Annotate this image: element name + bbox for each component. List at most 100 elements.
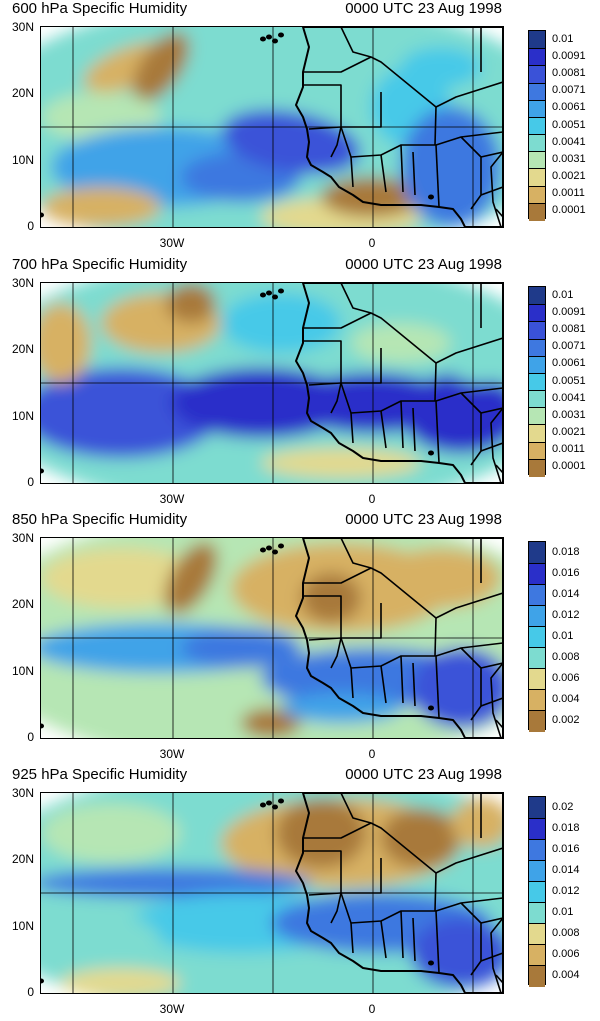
country-border bbox=[495, 208, 503, 218]
country-border bbox=[330, 382, 342, 414]
colorbar-swatch bbox=[529, 441, 545, 460]
colorbar-label: 0.0031 bbox=[552, 408, 586, 421]
colorbar-label: 0.018 bbox=[552, 821, 580, 834]
country-border bbox=[400, 144, 404, 193]
humidity-field-region bbox=[164, 541, 218, 615]
coastline bbox=[295, 283, 503, 483]
panel-title: 925 hPa Specific Humidity bbox=[12, 766, 188, 783]
colorbar-label: 0.0051 bbox=[552, 374, 586, 387]
panel-title: 850 hPa Specific Humidity bbox=[12, 511, 188, 528]
colorbar-label: 0.0071 bbox=[552, 340, 586, 353]
colorbar-swatch bbox=[529, 689, 545, 711]
humidity-map bbox=[40, 282, 504, 484]
colorbar-label: 0.018 bbox=[552, 545, 580, 558]
panel-850hpa: 850 hPa Specific Humidity 0000 UTC 23 Au… bbox=[0, 511, 600, 766]
colorbar-label: 0.004 bbox=[552, 692, 580, 705]
humidity-field-region bbox=[166, 283, 216, 323]
island bbox=[41, 468, 44, 474]
colorbar-label: 0.0081 bbox=[552, 322, 586, 335]
colorbar-swatch bbox=[529, 338, 545, 357]
colorbar-swatch bbox=[529, 424, 545, 443]
colorbar-swatch bbox=[529, 965, 545, 987]
colorbar bbox=[528, 30, 546, 221]
country-border bbox=[303, 567, 372, 584]
island bbox=[272, 549, 278, 555]
x-tick-0: 0 bbox=[368, 492, 376, 506]
humidity-field-region bbox=[351, 323, 451, 363]
humidity-field-region bbox=[441, 323, 503, 383]
panel-time: 0000 UTC 23 Aug 1998 bbox=[345, 766, 502, 783]
country-border bbox=[480, 407, 503, 414]
panel-time: 0000 UTC 23 Aug 1998 bbox=[345, 511, 502, 528]
humidity-field-region bbox=[132, 32, 190, 102]
island bbox=[41, 212, 44, 218]
country-border bbox=[380, 665, 387, 704]
y-tick-30n: 30N bbox=[11, 786, 34, 800]
map-canvas bbox=[41, 283, 503, 483]
y-tick-0: 0 bbox=[27, 985, 34, 999]
colorbar-label: 0.002 bbox=[552, 713, 580, 726]
colorbar-swatch bbox=[529, 31, 545, 50]
y-tick-0: 0 bbox=[27, 730, 34, 744]
colorbar-swatch bbox=[529, 542, 545, 564]
country-border bbox=[400, 910, 404, 959]
coastline bbox=[295, 793, 503, 993]
colorbar-swatch bbox=[529, 185, 545, 204]
humidity-field-region bbox=[241, 708, 301, 738]
country-border bbox=[460, 902, 482, 976]
colorbar-label: 0.006 bbox=[552, 947, 580, 960]
humidity-map bbox=[40, 537, 504, 739]
colorbar-label: 0.008 bbox=[552, 926, 580, 939]
colorbar-swatch bbox=[529, 668, 545, 690]
humidity-field-region bbox=[41, 913, 161, 973]
country-border bbox=[460, 647, 482, 721]
colorbar-label: 0.0091 bbox=[552, 49, 586, 62]
x-tick-0: 0 bbox=[368, 1002, 376, 1016]
country-border bbox=[434, 872, 437, 912]
country-border bbox=[380, 920, 387, 959]
panel-title: 700 hPa Specific Humidity bbox=[12, 256, 188, 273]
country-border bbox=[460, 136, 482, 210]
country-border bbox=[434, 362, 437, 402]
country-border bbox=[308, 382, 503, 414]
y-tick-10n: 10N bbox=[11, 409, 34, 423]
colorbar-label: 0.0051 bbox=[552, 118, 586, 131]
colorbar-label: 0.014 bbox=[552, 863, 580, 876]
island bbox=[260, 547, 266, 553]
country-border bbox=[308, 126, 503, 158]
colorbar-label: 0.0011 bbox=[552, 187, 585, 200]
y-tick-20n: 20N bbox=[11, 342, 34, 356]
country-border bbox=[480, 662, 503, 669]
panel-925hpa: 925 hPa Specific Humidity 0000 UTC 23 Au… bbox=[0, 766, 600, 1021]
colorbar-swatch bbox=[529, 902, 545, 924]
country-border bbox=[434, 106, 437, 146]
island bbox=[428, 705, 434, 711]
humidity-field-region bbox=[411, 918, 503, 988]
y-tick-10n: 10N bbox=[11, 153, 34, 167]
country-border bbox=[460, 392, 482, 466]
country-border bbox=[303, 822, 372, 839]
country-border bbox=[490, 917, 503, 993]
colorbar-swatch bbox=[529, 168, 545, 187]
country-border bbox=[308, 892, 503, 924]
country-border bbox=[435, 400, 440, 464]
colorbar-label: 0.0091 bbox=[552, 305, 586, 318]
y-tick-30n: 30N bbox=[11, 531, 34, 545]
colorbar-swatch bbox=[529, 99, 545, 118]
country-border bbox=[412, 662, 416, 707]
country-border bbox=[480, 151, 503, 158]
country-border bbox=[400, 655, 404, 704]
island bbox=[266, 800, 272, 806]
country-border bbox=[330, 892, 342, 924]
y-tick-10n: 10N bbox=[11, 664, 34, 678]
colorbar-swatch bbox=[529, 390, 545, 409]
country-border bbox=[412, 151, 416, 196]
country-border bbox=[490, 662, 503, 738]
island bbox=[278, 288, 284, 294]
y-tick-0: 0 bbox=[27, 475, 34, 489]
island bbox=[41, 978, 44, 984]
colorbar-label: 0.0061 bbox=[552, 101, 586, 114]
colorbar-swatch bbox=[529, 65, 545, 84]
colorbar-swatch bbox=[529, 605, 545, 627]
humidity-field-region bbox=[41, 803, 181, 863]
